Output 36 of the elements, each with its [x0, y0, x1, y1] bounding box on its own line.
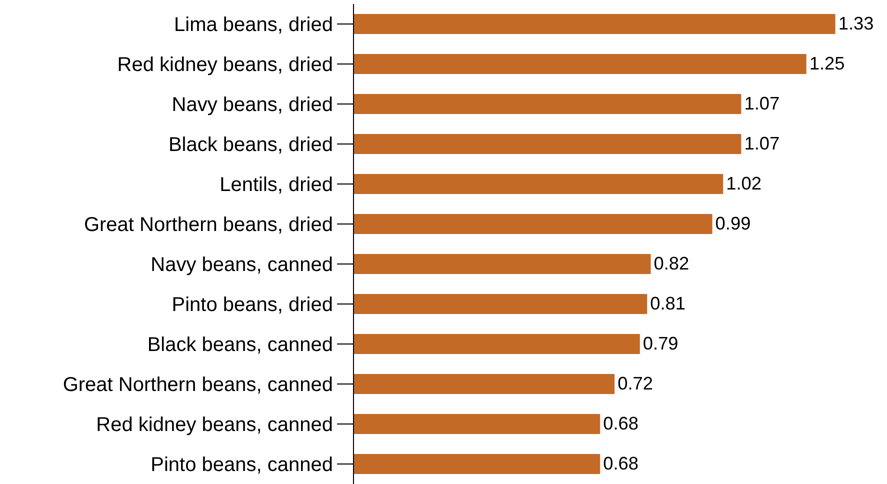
data-label: 1.25 [809, 53, 845, 74]
y-tick-label: Black beans, dried [168, 134, 333, 156]
bar [354, 414, 600, 434]
data-label: 1.02 [726, 173, 762, 194]
data-label: 0.68 [603, 413, 638, 434]
data-label: 0.72 [618, 373, 653, 394]
y-tick-label: Pinto beans, canned [150, 454, 333, 476]
y-tick-label: Black beans, canned [147, 334, 333, 356]
bar [354, 14, 836, 34]
y-tick-label: Great Northern beans, dried [84, 214, 333, 236]
bar [354, 214, 712, 234]
bar [354, 54, 806, 74]
y-tick-label: Navy beans, canned [150, 254, 333, 276]
data-label: 1.33 [838, 13, 874, 34]
data-label: 0.99 [715, 213, 751, 234]
bar [354, 254, 651, 274]
y-tick-label: Pinto beans, dried [172, 294, 333, 316]
y-tick-label: Great Northern beans, canned [62, 374, 333, 396]
bar [354, 374, 615, 394]
data-label: 1.07 [744, 93, 780, 114]
data-label: 1.07 [744, 133, 780, 154]
y-tick-label: Navy beans, dried [172, 94, 333, 116]
data-label: 0.82 [654, 253, 690, 274]
bar [354, 134, 742, 154]
y-tick-label: Lima beans, dried [174, 14, 333, 36]
bar [354, 94, 742, 114]
bar [354, 294, 648, 314]
data-label: 0.79 [642, 333, 678, 354]
bar [354, 174, 724, 194]
y-tick-label: Lentils, dried [220, 174, 333, 196]
bar [354, 454, 600, 474]
y-tick-label: Red kidney beans, dried [117, 54, 333, 76]
y-tick-label: Red kidney beans, canned [96, 414, 333, 436]
data-label: 0.81 [650, 293, 686, 314]
bar [354, 334, 640, 354]
data-label: 0.68 [603, 453, 638, 474]
